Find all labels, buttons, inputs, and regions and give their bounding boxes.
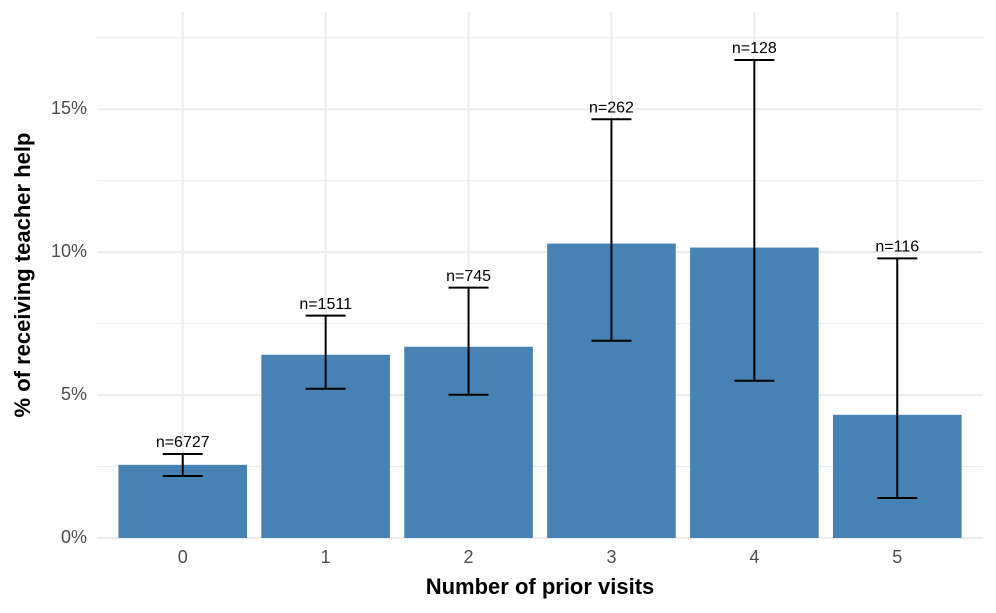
x-tick-label: 4 xyxy=(749,547,759,567)
y-axis-title: % of receiving teacher help xyxy=(10,133,35,418)
n-label: n=116 xyxy=(875,239,919,256)
n-label: n=1511 xyxy=(299,296,352,313)
n-label: n=6727 xyxy=(156,434,210,451)
x-tick-label: 2 xyxy=(464,547,474,567)
bar xyxy=(118,464,248,538)
x-tick-label: 1 xyxy=(321,547,331,567)
y-tick-label: 15% xyxy=(51,98,87,118)
y-tick-label: 5% xyxy=(61,384,87,404)
x-tick-label: 0 xyxy=(178,547,188,567)
n-label: n=262 xyxy=(589,99,634,116)
y-tick-label: 10% xyxy=(51,241,87,261)
x-tick-label: 3 xyxy=(606,547,616,567)
n-label: n=745 xyxy=(446,268,491,285)
x-tick-label: 5 xyxy=(892,547,902,567)
n-label: n=128 xyxy=(732,40,777,57)
y-tick-label: 0% xyxy=(61,527,87,547)
x-axis-title: Number of prior visits xyxy=(426,574,655,599)
